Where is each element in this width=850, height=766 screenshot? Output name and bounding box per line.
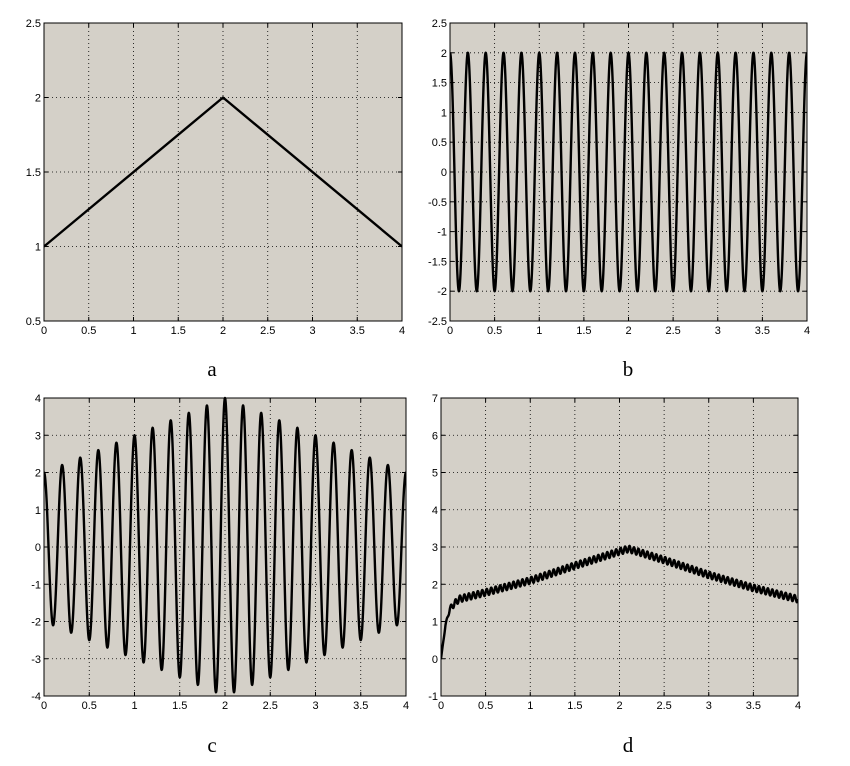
- x-tick-label: 3: [312, 700, 318, 712]
- y-tick-label: 0: [441, 167, 447, 179]
- x-tick-label: 1.5: [567, 700, 582, 712]
- y-tick-label: 2: [432, 579, 438, 591]
- x-tick-label: 0.5: [82, 700, 97, 712]
- y-tick-label: 2: [441, 48, 447, 60]
- chart-c: 0 0.5 1 1.5 2 2.5 3 3.5 4 -4 -3 -2 -1 0 1 2 3 4 c: [31, 393, 409, 757]
- y-tick-label: -1: [437, 227, 447, 239]
- x-tick-label: 2: [220, 325, 226, 337]
- x-tick-label: 0: [41, 700, 47, 712]
- y-tick-label: 1: [35, 242, 41, 254]
- x-tick-label: 2.5: [665, 325, 680, 337]
- y-tick-label: 2: [35, 93, 41, 105]
- x-tick-label: 4: [804, 325, 810, 337]
- x-tick-label: 3.5: [350, 325, 365, 337]
- y-tick-label: 4: [432, 505, 438, 517]
- y-tick-label: 1: [432, 617, 438, 629]
- y-tick-label: 2.5: [432, 18, 447, 30]
- x-tick-label: 1: [527, 700, 533, 712]
- x-tick-label: 0: [41, 325, 47, 337]
- x-tick-label: 4: [403, 700, 409, 712]
- x-tick-label: 3: [309, 325, 315, 337]
- y-tick-label: -0.5: [428, 197, 447, 209]
- x-tick-label: 1: [130, 325, 136, 337]
- x-tick-label: 0.5: [487, 325, 502, 337]
- y-tick-label: 6: [432, 430, 438, 442]
- y-tick-label: 7: [432, 393, 438, 405]
- x-tick-label: 2.5: [260, 325, 275, 337]
- y-tick-label: -2: [31, 617, 41, 629]
- x-tick-label: 3.5: [755, 325, 770, 337]
- y-tick-label: 4: [35, 393, 41, 405]
- x-tick-label: 3: [715, 325, 721, 337]
- y-tick-label: -2.5: [428, 316, 447, 328]
- series-line: [44, 96, 402, 248]
- x-tick-label: 1: [131, 700, 137, 712]
- x-tick-label: 0.5: [478, 700, 493, 712]
- x-tick-label: 2: [616, 700, 622, 712]
- y-tick-label: -2: [437, 286, 447, 298]
- y-tick-label: -1: [31, 579, 41, 591]
- x-tick-label: 1: [536, 325, 542, 337]
- y-tick-label: -1.5: [428, 256, 447, 268]
- chart-a: 0 0.5 1 1.5 2 2.5 3 3.5 40.511.522.5a: [26, 18, 405, 381]
- panel-caption: c: [207, 733, 216, 757]
- y-tick-label: 2.5: [26, 18, 41, 30]
- y-tick-label: 3: [35, 430, 41, 442]
- x-tick-label: 0: [447, 325, 453, 337]
- panel-caption: d: [623, 733, 634, 757]
- chart-b: 0 0.5 1 1.5 2 2.5 3 3.5 4 -2.5 -2 -1.5 -1 -0.5 0 0.5 1 1.…: [428, 18, 810, 381]
- y-tick-label: 0.5: [432, 137, 447, 149]
- x-tick-label: 2: [222, 700, 228, 712]
- y-tick-label: 1: [441, 107, 447, 119]
- series-line: [44, 396, 406, 694]
- y-tick-label: 1: [35, 505, 41, 517]
- panel-caption: a: [207, 357, 217, 381]
- y-tick-label: 0: [35, 542, 41, 554]
- y-tick-label: -4: [31, 691, 41, 703]
- x-tick-label: 2: [625, 325, 631, 337]
- x-tick-label: 0.5: [81, 325, 96, 337]
- x-tick-label: 3.5: [353, 700, 368, 712]
- y-tick-label: 3: [432, 542, 438, 554]
- series-line: [450, 51, 807, 293]
- x-tick-label: 1.5: [576, 325, 591, 337]
- x-tick-label: 2.5: [263, 700, 278, 712]
- x-tick-label: 3: [706, 700, 712, 712]
- x-tick-label: 3.5: [746, 700, 761, 712]
- y-tick-label: 1.5: [26, 167, 41, 179]
- y-tick-label: 0.5: [26, 316, 41, 328]
- y-tick-label: -1: [428, 691, 438, 703]
- x-tick-label: 2.5: [656, 700, 671, 712]
- y-tick-label: 1.5: [432, 78, 447, 90]
- x-tick-label: 0: [438, 700, 444, 712]
- y-tick-label: 0: [432, 654, 438, 666]
- y-tick-label: 5: [432, 468, 438, 480]
- y-tick-label: -3: [31, 654, 41, 666]
- y-tick-label: 2: [35, 468, 41, 480]
- x-tick-label: 1.5: [171, 325, 186, 337]
- x-tick-label: 4: [795, 700, 801, 712]
- x-tick-label: 1.5: [172, 700, 187, 712]
- panel-caption: b: [623, 357, 634, 381]
- x-tick-label: 4: [399, 325, 405, 337]
- series-line: [441, 544, 798, 659]
